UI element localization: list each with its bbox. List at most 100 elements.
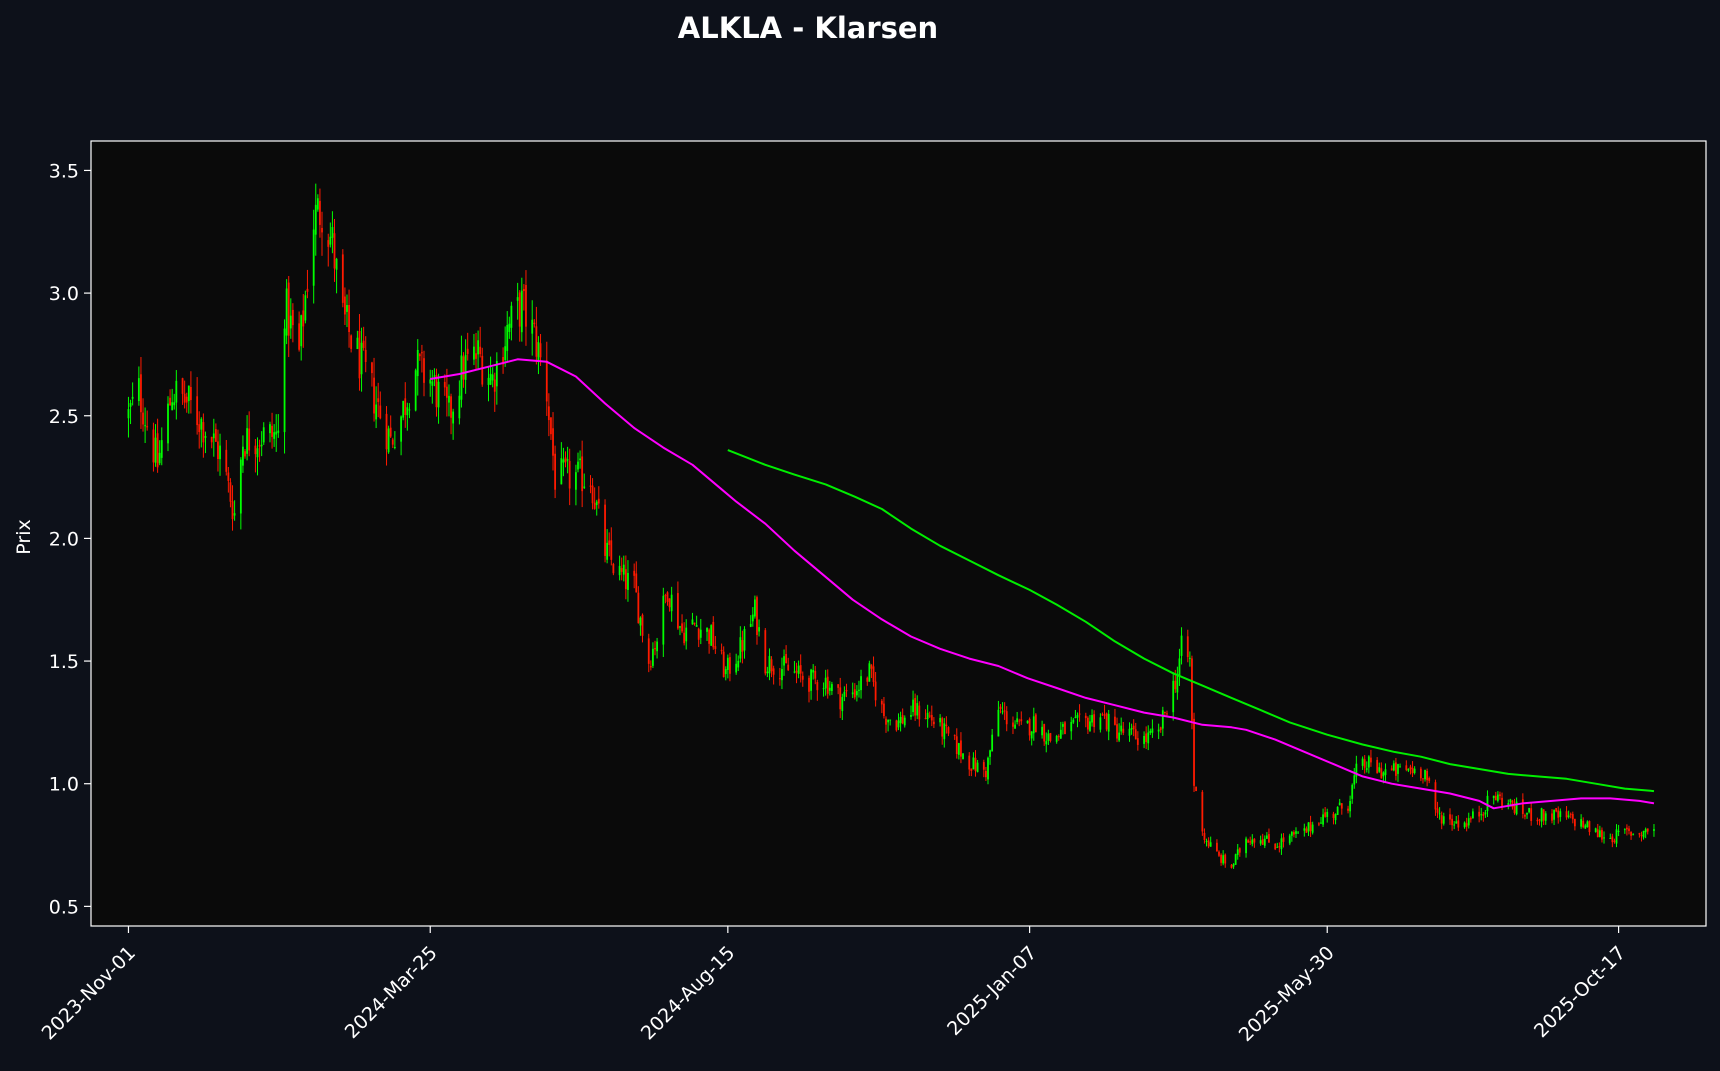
candle-body	[1422, 778, 1424, 780]
candle-body	[1151, 728, 1154, 733]
candle-body	[1332, 813, 1335, 818]
candle-body	[858, 689, 860, 691]
candle-body	[1638, 833, 1641, 835]
candle-body	[198, 424, 201, 433]
candle-body	[1265, 835, 1268, 839]
candle-body	[1070, 721, 1073, 732]
candle-body	[1653, 829, 1655, 831]
candle-body	[402, 400, 405, 418]
candle-body	[945, 724, 948, 727]
candle-body	[1191, 658, 1193, 721]
candle-body	[939, 717, 942, 723]
candle-body	[799, 665, 802, 674]
candle-body	[458, 395, 461, 419]
candle-body	[962, 753, 964, 760]
candle-body	[831, 684, 833, 691]
candle-body	[1222, 855, 1225, 864]
candle-body	[189, 387, 192, 401]
candle-body	[1424, 769, 1426, 780]
candle-body	[466, 348, 469, 354]
candle-body	[982, 762, 985, 770]
candle-body	[312, 229, 315, 286]
candle-body	[1538, 819, 1541, 821]
candle-body	[291, 309, 294, 326]
candle-body	[899, 717, 902, 724]
candle-body	[448, 395, 450, 403]
candle-body	[575, 472, 577, 490]
candle-body	[1107, 713, 1110, 732]
candle-body	[239, 459, 242, 514]
moving-average-line-2	[727, 449, 1655, 793]
candle-body	[743, 628, 746, 651]
candle-body	[1611, 836, 1614, 843]
candle-body	[772, 668, 775, 675]
candle-body	[987, 757, 989, 780]
candle-body	[1434, 782, 1437, 810]
candle-body	[393, 446, 396, 448]
candle-body	[810, 669, 812, 691]
candle-body	[1365, 768, 1368, 770]
candle-body	[160, 440, 163, 458]
candle-body	[768, 656, 771, 674]
candle-body	[1326, 811, 1329, 817]
candle-body	[1436, 808, 1439, 813]
candle-body	[1413, 768, 1416, 773]
y-tick-label: 3.0	[49, 283, 79, 305]
candle-body	[1557, 810, 1560, 818]
candle-body	[845, 690, 848, 692]
candle-body	[641, 614, 644, 636]
candle-body	[1571, 814, 1574, 820]
candle-body	[989, 750, 991, 757]
candle-body	[1617, 830, 1620, 832]
candle-body	[1472, 811, 1474, 819]
candle-body	[577, 461, 579, 470]
candle-body	[475, 353, 477, 359]
candle-body	[1288, 835, 1291, 844]
candle-body	[1280, 838, 1283, 850]
candle-body	[729, 657, 731, 674]
candle-body	[1603, 837, 1605, 839]
candle-body	[1245, 838, 1247, 854]
candle-body	[1480, 814, 1483, 816]
candle-body	[1034, 714, 1037, 733]
candle-body	[591, 485, 594, 504]
candle-body	[739, 637, 742, 659]
candle-body	[685, 627, 688, 642]
candle-body	[1143, 735, 1145, 744]
candle-body	[914, 698, 917, 716]
plot-area	[91, 141, 1706, 926]
candle-body	[1216, 842, 1218, 852]
candle-body	[1384, 769, 1387, 776]
candle-body	[1176, 674, 1179, 693]
y-tick-label: 2.0	[49, 528, 79, 550]
candle-body	[435, 375, 438, 408]
candle-body	[1642, 830, 1645, 838]
candle-body	[1122, 728, 1125, 733]
candle-body	[1609, 837, 1612, 839]
candle-body	[364, 349, 367, 362]
candle-body	[943, 723, 946, 740]
candle-body	[202, 422, 205, 443]
candle-body	[1218, 851, 1220, 856]
candle-body	[231, 501, 234, 520]
candle-body	[1003, 710, 1006, 712]
candle-body	[751, 614, 754, 622]
candle-body	[387, 428, 390, 453]
candle-body	[1014, 724, 1016, 729]
candle-body	[1511, 800, 1514, 808]
candle-body	[254, 445, 257, 455]
candle-body	[1032, 716, 1035, 734]
candle-body	[1338, 802, 1341, 806]
candle-body	[300, 315, 303, 347]
candle-body	[1307, 822, 1310, 832]
candle-body	[880, 700, 883, 705]
candle-body	[289, 315, 292, 329]
candle-body	[346, 305, 348, 312]
candle-body	[918, 705, 921, 720]
candle-body	[1076, 715, 1079, 718]
candle-body	[1551, 813, 1553, 821]
candle-body	[246, 428, 248, 454]
candle-body	[1207, 840, 1210, 847]
candle-body	[606, 542, 609, 560]
candle-body	[883, 703, 885, 717]
